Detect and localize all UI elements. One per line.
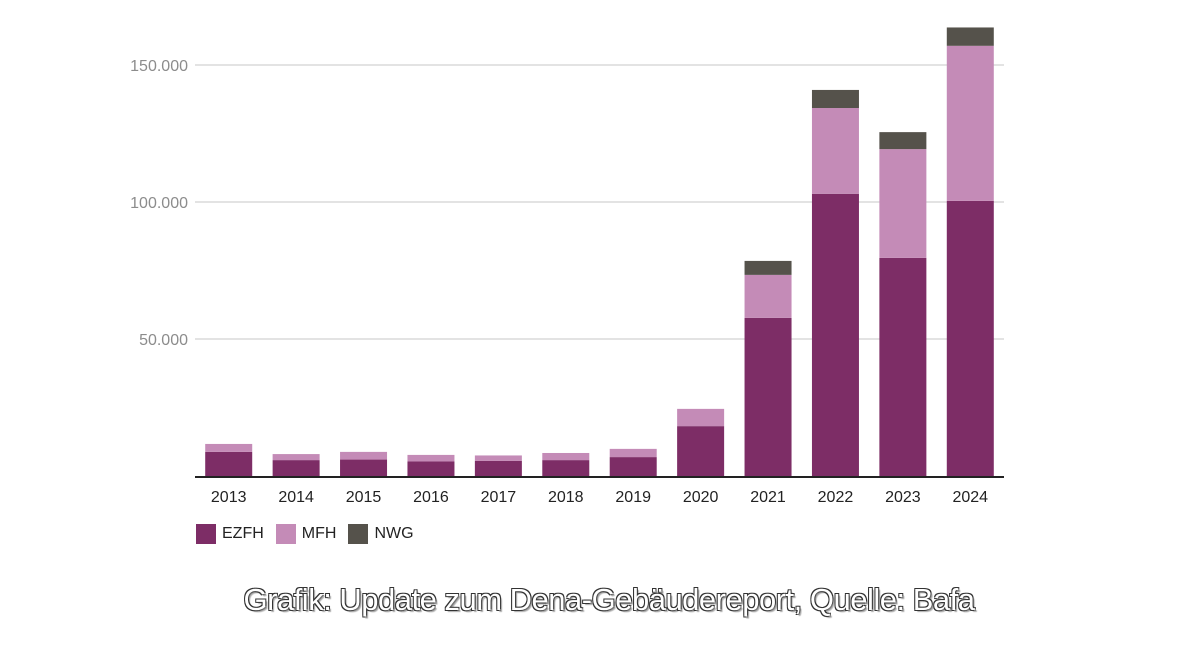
legend-item-ezfh: EZFH [196,524,264,544]
y-tick-label: 150.000 [130,58,188,75]
legend-swatch-ezfh [196,524,216,544]
x-axis-ticks: 2013 2014 2015 2016 2017 2018 2019 2020 2021 2022… [211,489,988,506]
x-tick-label: 2015 [346,489,382,506]
bars [205,27,994,477]
legend-item-nwg: NWG [348,524,414,544]
bar-nwg-2024 [946,27,994,46]
x-tick-label: 2016 [413,489,449,506]
bar-mfh-2019 [609,448,657,458]
bar-ezfh-2023 [879,257,927,476]
x-tick-label: 2018 [548,489,584,506]
legend-label-ezfh: EZFH [222,525,264,542]
x-tick-label: 2021 [750,489,786,506]
legend-label-nwg: NWG [374,525,414,542]
bar-ezfh-2015 [340,459,388,476]
x-tick-label: 2017 [481,489,517,506]
bar-mfh-2013 [205,443,253,452]
bar-mfh-2021 [744,274,792,318]
bar-nwg-2022 [811,89,859,109]
bar-ezfh-2014 [272,460,320,476]
legend: EZFH MFH NWG [196,524,426,544]
legend-item-mfh: MFH [275,524,337,544]
bar-mfh-2017 [474,455,522,461]
x-tick-label: 2023 [885,489,921,506]
bar-ezfh-2020 [677,426,725,476]
bar-ezfh-2018 [542,460,590,476]
x-tick-label: 2013 [211,489,247,506]
x-tick-label: 2014 [278,489,314,506]
bar-ezfh-2016 [407,461,455,476]
bar-nwg-2021 [744,260,792,275]
bar-mfh-2022 [811,108,859,194]
x-tick-label: 2022 [818,489,854,506]
bar-nwg-2023 [879,132,927,150]
bar-ezfh-2019 [609,457,657,476]
bar-ezfh-2013 [205,451,253,476]
bar-mfh-2024 [946,45,994,201]
bar-mfh-2018 [542,452,590,461]
legend-swatch-mfh [275,524,296,544]
x-tick-label: 2024 [952,489,988,506]
bar-ezfh-2021 [744,317,792,476]
bar-mfh-2014 [272,454,320,461]
bar-mfh-2015 [340,451,388,460]
y-axis-ticks: 50.000 100.000 150.000 [130,58,188,349]
legend-label-mfh: MFH [301,525,337,542]
gridlines [195,64,1004,340]
legend-swatch-nwg [348,524,369,544]
x-tick-label: 2019 [615,489,651,506]
x-tick-label: 2020 [683,489,719,506]
y-tick-label: 50.000 [139,332,188,349]
bar-mfh-2020 [677,408,725,427]
bar-ezfh-2017 [474,460,522,476]
y-tick-label: 100.000 [130,195,188,212]
bar-ezfh-2024 [946,200,994,477]
bar-ezfh-2022 [811,193,859,476]
bar-mfh-2016 [407,454,455,462]
bar-mfh-2023 [879,149,927,258]
source-caption: Grafik: Update zum Dena-Gebäudereport, Q… [243,582,975,617]
